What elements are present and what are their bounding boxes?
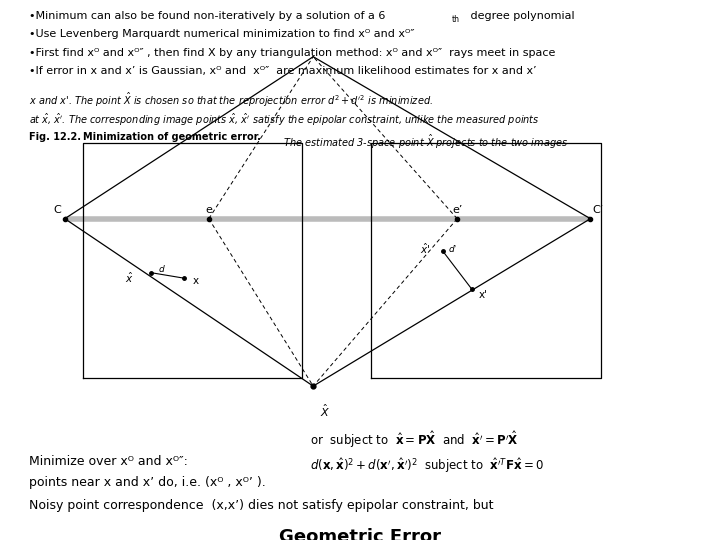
Text: •Minimum can also be found non-iteratively by a solution of a 6: •Minimum can also be found non-iterative…	[29, 11, 385, 21]
Text: Fig. 12.2.: Fig. 12.2.	[29, 132, 88, 143]
Text: Noisy point correspondence  (x,x’) dies not satisfy epipolar constraint, but: Noisy point correspondence (x,x’) dies n…	[29, 500, 493, 512]
Text: points near x and x’ do, i.e. (xᴼ , xᴼ’ ).: points near x and x’ do, i.e. (xᴼ , xᴼ’ …	[29, 476, 266, 489]
Text: degree polynomial: degree polynomial	[467, 11, 574, 21]
Text: $\hat{X}$: $\hat{X}$	[320, 402, 330, 418]
Text: •If error in x and x’ is Gaussian, xᴼ and  xᴼ″  are maximum likelihood estimates: •If error in x and x’ is Gaussian, xᴼ an…	[29, 66, 536, 76]
Text: or  subject to  $\hat{\mathbf{x}} = \mathbf{P}\hat{\mathbf{X}}$  and  $\hat{\mat: or subject to $\hat{\mathbf{x}} = \mathb…	[310, 429, 518, 450]
Text: C: C	[54, 205, 61, 215]
Text: The estimated 3-space point $\hat{X}$ projects to the two images: The estimated 3-space point $\hat{X}$ pr…	[277, 132, 568, 151]
Text: Geometric Error: Geometric Error	[279, 528, 441, 540]
Text: x': x'	[479, 291, 488, 300]
Text: at $\hat{x}$, $\hat{x}'$. The corresponding image points $\hat{x}$, $\hat{x}'$ s: at $\hat{x}$, $\hat{x}'$. The correspond…	[29, 112, 539, 128]
Text: th: th	[452, 15, 460, 24]
Text: e: e	[205, 205, 212, 215]
Text: x: x	[192, 276, 199, 286]
Text: $\hat{x}$: $\hat{x}$	[125, 271, 133, 285]
Text: d': d'	[449, 245, 456, 254]
Text: x and x'. The point $\hat{X}$ is chosen so that the reprojection error $d^2 + d': x and x'. The point $\hat{X}$ is chosen …	[29, 91, 433, 110]
Text: d: d	[158, 265, 164, 274]
Text: Minimization of geometric error.: Minimization of geometric error.	[83, 132, 261, 143]
Text: e’: e’	[452, 205, 462, 215]
Text: •Use Levenberg Marquardt numerical minimization to find xᴼ and xᴼ″: •Use Levenberg Marquardt numerical minim…	[29, 29, 414, 39]
Text: $d(\mathbf{x},\hat{\mathbf{x}})^2 + d(\mathbf{x}^\prime,\hat{\mathbf{x}}^\prime): $d(\mathbf{x},\hat{\mathbf{x}})^2 + d(\m…	[310, 456, 544, 475]
Text: C’: C’	[592, 205, 603, 215]
Text: Minimize over xᴼ and xᴼ″:: Minimize over xᴼ and xᴼ″:	[29, 455, 188, 468]
Text: •First find xᴼ and xᴼ″ , then find X by any triangulation method: xᴼ and xᴼ″  ra: •First find xᴼ and xᴼ″ , then find X by …	[29, 48, 555, 58]
Text: $\hat{x}$': $\hat{x}$'	[420, 241, 430, 255]
